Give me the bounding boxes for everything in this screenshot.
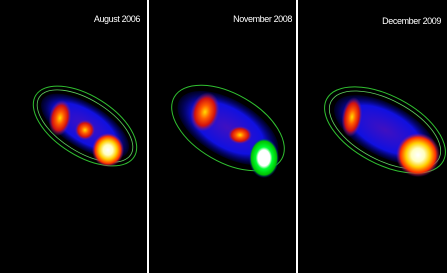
divider xyxy=(296,0,298,273)
panel-1: August 2006 xyxy=(32,14,141,167)
divider xyxy=(147,0,149,273)
panel-label: November 2008 xyxy=(233,14,292,24)
panel-label: August 2006 xyxy=(94,14,141,24)
panel-2: November 2008 xyxy=(171,14,293,178)
panel-label: December 2009 xyxy=(382,16,441,26)
panel-3: December 2009 xyxy=(324,16,446,177)
